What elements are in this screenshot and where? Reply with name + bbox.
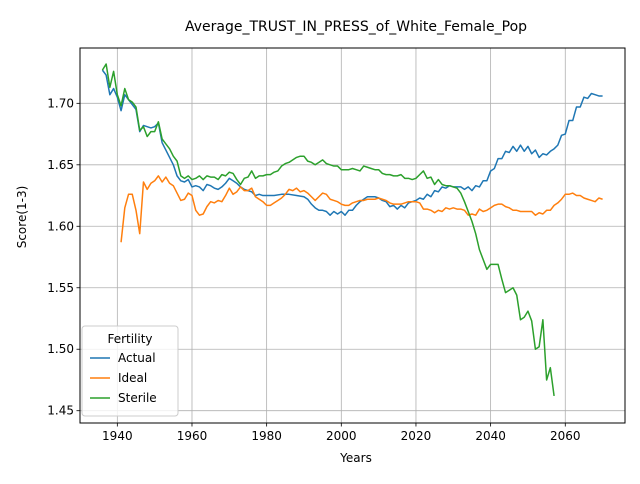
y-tick-label: 1.55	[47, 281, 74, 295]
legend-items: Actual Ideal Sterile	[90, 351, 157, 405]
y-tick-label: 1.60	[47, 219, 74, 233]
y-tick-label: 1.50	[47, 342, 74, 356]
x-tick-label: 1980	[251, 429, 282, 443]
y-tick-label: 1.70	[47, 96, 74, 110]
axis-ticks: 1940 1960 1980 2000 2020 2040 2060 1.45 1.50 1.55…	[47, 96, 580, 443]
x-tick-label: 1940	[102, 429, 133, 443]
x-tick-label: 2040	[475, 429, 506, 443]
series-lines	[101, 63, 603, 397]
legend-label-ideal: Ideal	[118, 371, 147, 385]
y-axis-label: Score(1-3)	[15, 186, 29, 249]
x-tick-label: 2060	[550, 429, 581, 443]
y-tick-label: 1.65	[47, 158, 74, 172]
x-tick-label: 2000	[326, 429, 357, 443]
series-line-ideal	[120, 175, 603, 243]
plot-frame	[79, 47, 626, 424]
chart-title: Average_TRUST_IN_PRESS_of_White_Female_P…	[185, 19, 527, 35]
x-tick-label: 1960	[177, 429, 208, 443]
x-tick-label: 2020	[401, 429, 432, 443]
legend-box	[81, 325, 179, 417]
y-tick-label: 1.45	[47, 404, 74, 418]
legend: Fertility Actual Ideal Sterile	[81, 325, 179, 417]
legend-label-sterile: Sterile	[118, 391, 157, 405]
legend-title: Fertility	[107, 332, 152, 346]
x-axis-label: Years	[339, 451, 372, 465]
legend-label-actual: Actual	[118, 351, 156, 365]
series-line-sterile	[101, 63, 555, 397]
